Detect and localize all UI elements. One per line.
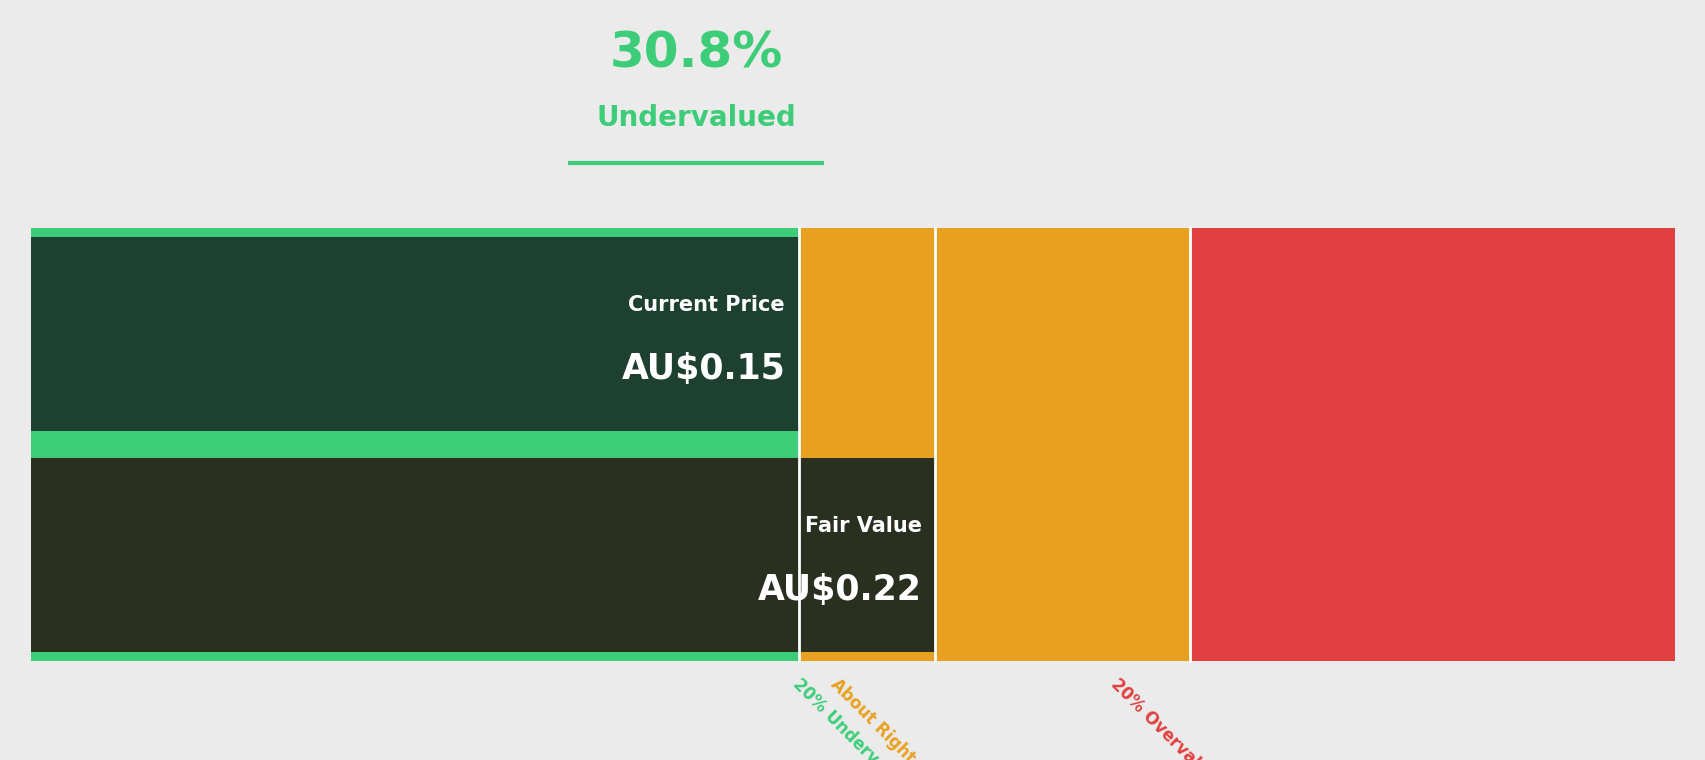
Bar (798, 228, 934, 661)
Text: Fair Value: Fair Value (805, 516, 921, 536)
Text: AU$0.15: AU$0.15 (621, 352, 784, 386)
Text: 20% Overvalued: 20% Overvalued (1107, 675, 1228, 760)
Bar (1190, 228, 1674, 661)
Text: 20% Undervalued: 20% Undervalued (789, 675, 919, 760)
Bar (31, 228, 798, 661)
Bar (31, 458, 934, 652)
Text: AU$0.22: AU$0.22 (757, 573, 921, 607)
Text: About Right: About Right (827, 675, 919, 760)
Text: 30.8%: 30.8% (609, 29, 783, 78)
Text: Undervalued: Undervalued (595, 104, 796, 131)
Bar (934, 228, 1190, 661)
Text: Current Price: Current Price (627, 295, 784, 315)
Bar (31, 237, 798, 431)
